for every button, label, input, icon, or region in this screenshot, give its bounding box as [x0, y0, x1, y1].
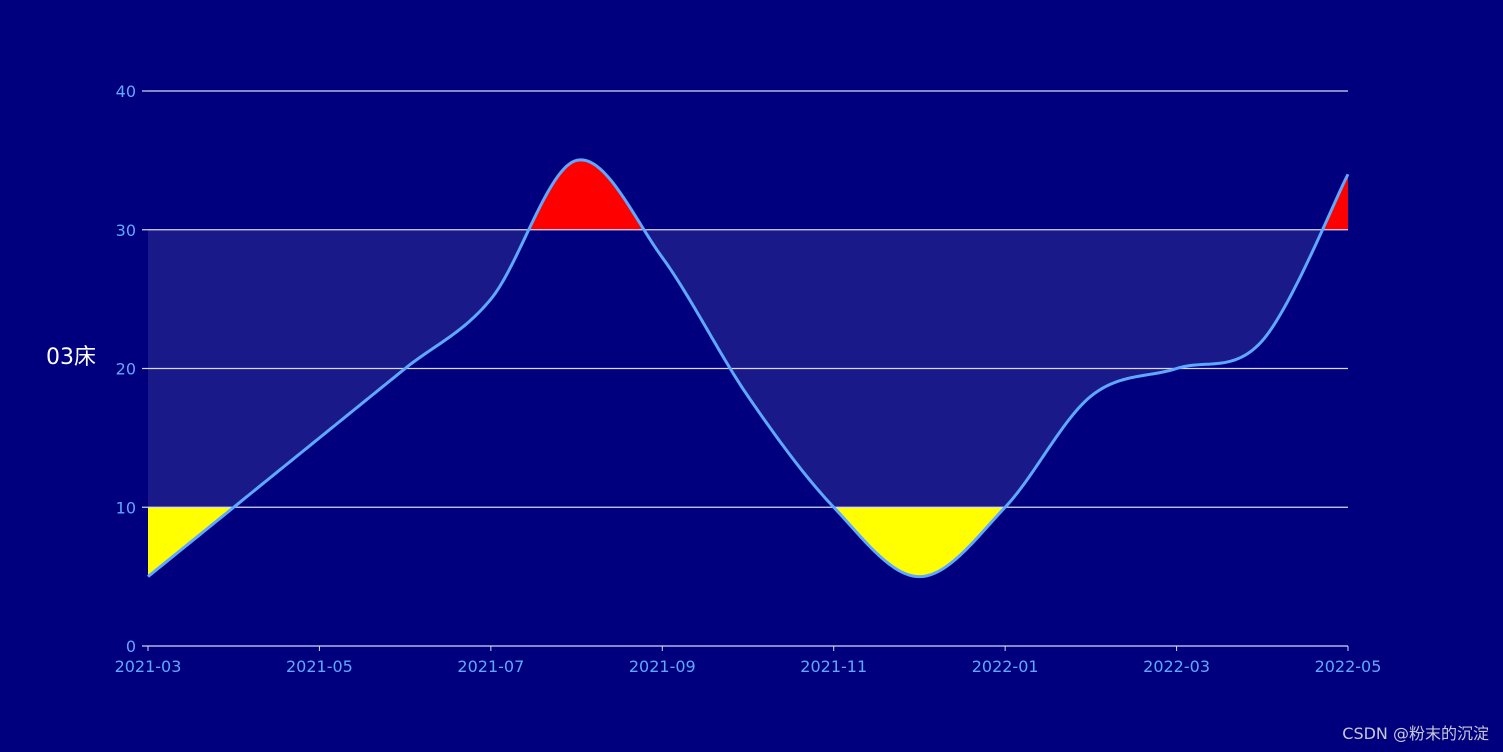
- x-tick-label: 2021-09: [629, 657, 696, 676]
- x-tick-label: 2021-11: [800, 657, 867, 676]
- gridlines: [142, 90, 1348, 647]
- x-tick-label: 2022-03: [1143, 657, 1210, 676]
- x-axis-ticks: 2021-03 2021-05 2021-07 2021-09 2021-11 2022-…: [115, 646, 1382, 676]
- watermark: CSDN @粉末的沉淀: [1342, 724, 1489, 743]
- y-axis-label: 03床: [46, 345, 96, 370]
- x-tick-label: 2021-07: [457, 657, 524, 676]
- y-tick-label: 20: [116, 360, 136, 379]
- x-tick-label: 2021-03: [115, 657, 182, 676]
- y-tick-label: 0: [126, 637, 136, 656]
- y-tick-label: 40: [116, 82, 136, 101]
- below-threshold-fill: [148, 507, 1348, 577]
- series-line-group: [147, 158, 1350, 579]
- y-tick-label: 30: [116, 221, 136, 240]
- x-tick-label: 2021-05: [286, 657, 353, 676]
- y-axis-ticks: 0 10 20 30 40: [116, 82, 136, 656]
- x-tick-label: 2022-05: [1315, 657, 1382, 676]
- y-tick-label: 10: [116, 498, 136, 517]
- above-threshold-fill: [148, 159, 1348, 230]
- x-tick-label: 2022-01: [972, 657, 1039, 676]
